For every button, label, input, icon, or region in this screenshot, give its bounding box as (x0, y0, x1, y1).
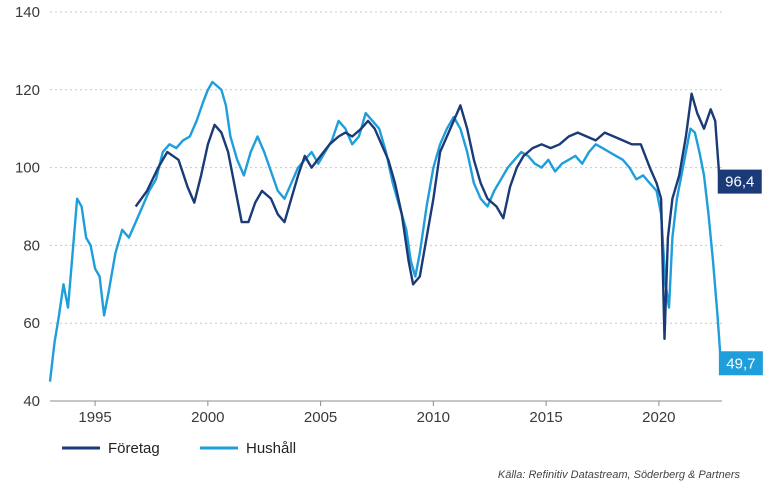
series-lines (48, 80, 723, 382)
end-label-foretag: 96,4 (725, 174, 754, 191)
y-axis: 40 60 80 100 120 140 (15, 4, 40, 410)
x-axis: 1995 2000 2005 2010 2015 2020 (78, 401, 676, 426)
x-tick-label: 2005 (304, 409, 337, 426)
x-tick-label: 2010 (417, 409, 450, 426)
series-line-foretag (134, 92, 721, 340)
end-label-box-hushall (718, 351, 763, 376)
x-tick-label: 2020 (642, 409, 675, 426)
gridlines (50, 11, 722, 324)
end-label-hushall: 49,7 (726, 355, 755, 372)
y-tick-label: 80 (23, 237, 40, 254)
y-tick-label: 140 (15, 4, 40, 21)
y-tick-label: 40 (23, 393, 40, 410)
x-tick-label: 1995 (78, 409, 111, 426)
x-tick-label: 2000 (191, 409, 224, 426)
y-tick-label: 120 (15, 82, 40, 99)
y-tick-label: 100 (15, 160, 40, 177)
x-tick-label: 2015 (529, 409, 562, 426)
y-tick-label: 60 (23, 315, 40, 332)
end-labels: 96,4 49,7 (717, 169, 763, 376)
legend-label-hushall: Hushåll (246, 440, 296, 457)
legend: Företag Hushåll (62, 440, 296, 457)
series-line-hushall (48, 80, 723, 382)
source-note: Källa: Refinitiv Datastream, Söderberg &… (498, 469, 741, 481)
end-label-box-foretag (717, 169, 762, 194)
legend-label-foretag: Företag (108, 440, 160, 457)
